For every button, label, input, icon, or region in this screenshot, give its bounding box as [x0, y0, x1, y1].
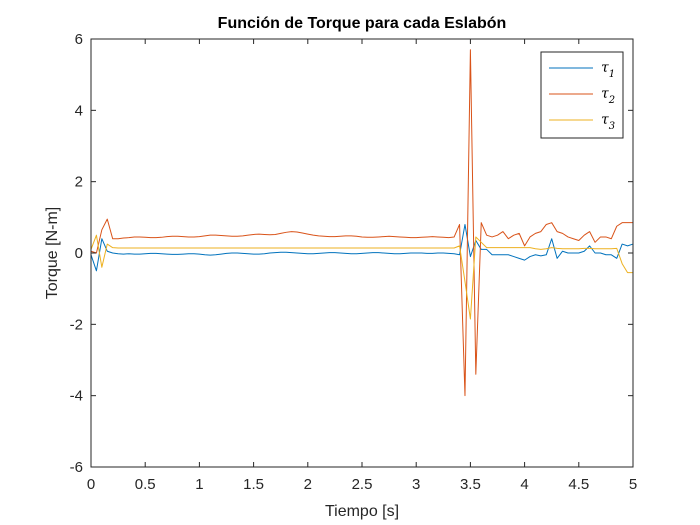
- legend-label-subscript: 3: [609, 121, 615, 132]
- x-tick-label: 4.5: [568, 476, 589, 493]
- legend-label-2: τ2: [601, 86, 615, 106]
- x-axis-label: Tiempo [s]: [325, 503, 399, 520]
- y-tick-label: -6: [70, 459, 83, 476]
- x-tick-label: 0: [87, 476, 95, 493]
- series-line-1: [90, 223, 634, 272]
- x-tick-label: 0.5: [135, 476, 156, 493]
- x-tick-label: 5: [629, 476, 637, 493]
- legend-label-base: τ: [601, 112, 609, 128]
- x-tick-label: 2: [304, 476, 312, 493]
- series-layer: [90, 49, 634, 397]
- y-tick-label: 2: [75, 174, 83, 191]
- x-tick-label: 3: [412, 476, 420, 493]
- series-line-3: [90, 234, 633, 320]
- x-tick-label: 2.5: [352, 476, 373, 493]
- legend-box: [540, 51, 624, 139]
- chart-title: Función de Torque para cada Eslabón: [218, 15, 507, 32]
- legend-label-subscript: 1: [609, 69, 615, 80]
- legend-label-base: τ: [601, 60, 609, 76]
- y-tick-label: 4: [75, 102, 83, 119]
- y-tick-label: 0: [75, 245, 83, 262]
- legend-label-3: τ3: [601, 112, 615, 132]
- y-axis-label: Torque [N-m]: [44, 207, 61, 299]
- x-tick-label: 3.5: [460, 476, 481, 493]
- series-line-2: [90, 49, 633, 397]
- y-tick-label: -2: [70, 316, 83, 333]
- x-tick-label: 4: [520, 476, 528, 493]
- tick-layer: 0 0.5 1 1.5 2 2.5 3 3.5 4 4.5 5 -6 -4 -2 0 2 4 6: [70, 31, 638, 493]
- legend-label-subscript: 2: [608, 95, 615, 106]
- legend-label-base: τ: [601, 86, 609, 102]
- y-tick-label: 6: [75, 31, 83, 48]
- y-tick-label: -4: [70, 388, 83, 405]
- x-tick-label: 1: [195, 476, 203, 493]
- x-tick-label: 1.5: [243, 476, 264, 493]
- legend-label-1: τ1: [601, 60, 615, 80]
